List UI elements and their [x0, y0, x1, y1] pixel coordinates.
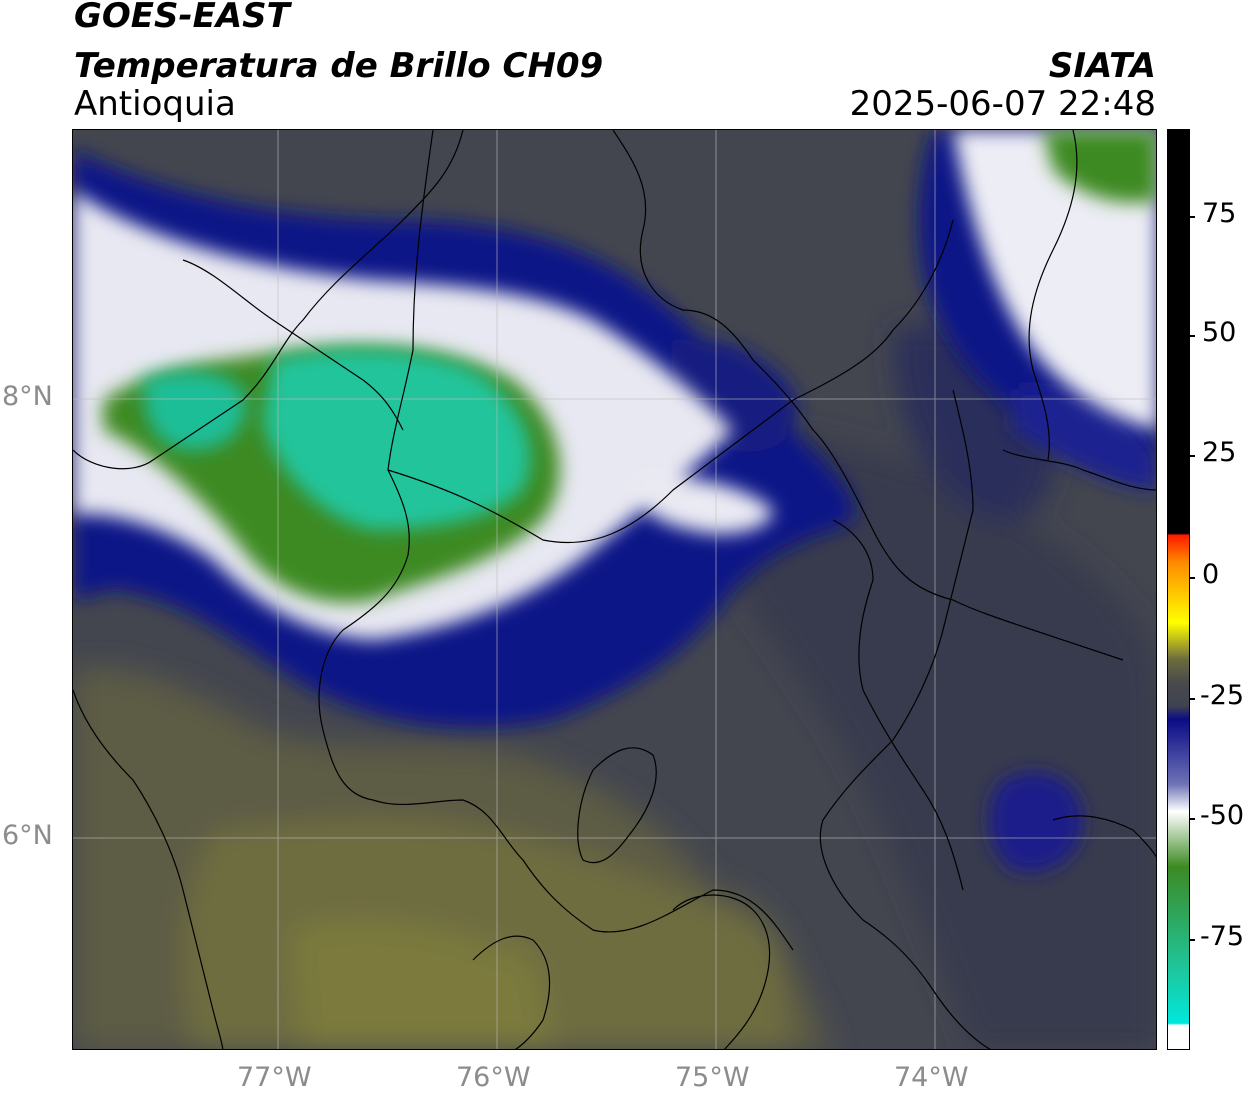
region-label: Antioquia [74, 84, 236, 124]
colorbar-tick [1189, 216, 1195, 218]
colorbar-tick [1189, 939, 1195, 941]
colorbar-tick [1189, 455, 1195, 457]
warm-olive-region [73, 668, 833, 1049]
brightness-temperature-map [72, 129, 1157, 1050]
colorbar-tick-label: 50 [1202, 317, 1237, 348]
colorbar [1167, 129, 1190, 1050]
colorbar-tick-label: 25 [1202, 437, 1237, 468]
agency-label: SIATA [1048, 46, 1156, 86]
colorbar-tick [1189, 335, 1195, 337]
colorbar-tick-label: 75 [1202, 198, 1237, 229]
longitude-label: 76°W [456, 1062, 531, 1093]
boundary-lines [73, 130, 1156, 1049]
coldest-cloud-tops [143, 349, 531, 530]
graticule [73, 130, 1156, 1049]
colorbar-tick [1189, 818, 1195, 820]
colorbar-tick [1189, 577, 1195, 579]
colorbar-tick-label: -50 [1200, 800, 1245, 831]
latitude-label: 8°N [2, 381, 53, 412]
longitude-label: 75°W [675, 1062, 750, 1093]
satellite-title: GOES-EAST [74, 0, 290, 36]
colorbar-tick [1189, 698, 1195, 700]
latitude-label: 6°N [2, 820, 53, 851]
product-title: Temperatura de Brillo CH09 [74, 46, 604, 86]
colorbar-tick-label: 0 [1202, 559, 1220, 590]
colorbar-gradient [1168, 130, 1189, 1049]
datetime-label: 2025-06-07 22:48 [849, 84, 1156, 124]
colorbar-tick-label: -25 [1200, 680, 1245, 711]
colorbar-tick-label: -75 [1200, 921, 1245, 952]
longitude-label: 77°W [237, 1062, 312, 1093]
longitude-label: 74°W [894, 1062, 969, 1093]
